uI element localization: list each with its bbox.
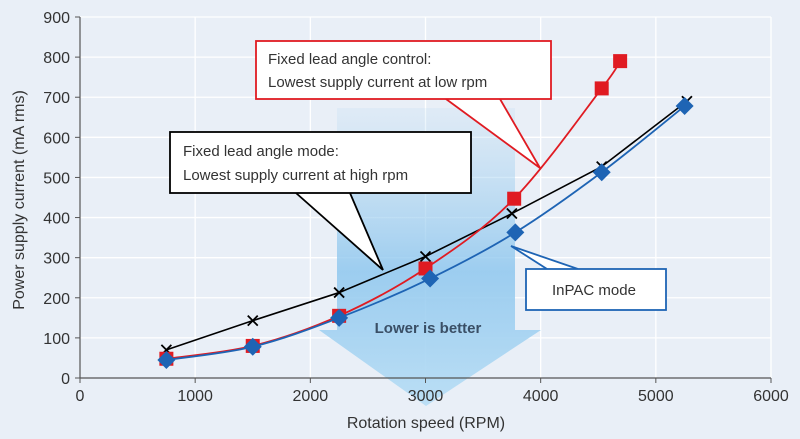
data-point-diamond — [330, 308, 349, 327]
y-tick-label: 100 — [43, 331, 70, 348]
y-tick-label: 0 — [61, 371, 70, 388]
data-point-square — [594, 81, 609, 96]
data-point-diamond — [243, 337, 262, 356]
x-tick-label: 5000 — [638, 388, 674, 405]
x-tick-label: 4000 — [523, 388, 559, 405]
black-callout: Fixed lead angle mode: Lowest supply cur… — [169, 131, 472, 271]
y-tick-label: 400 — [43, 211, 70, 228]
series-diamond — [157, 97, 694, 369]
y-tick-label: 900 — [43, 10, 70, 27]
y-tick-label: 700 — [43, 90, 70, 107]
y-axis-title: Power supply current (mA rms) — [11, 90, 28, 310]
red-callout-box — [255, 40, 552, 100]
blue-callout-pointer — [510, 245, 579, 270]
x-tick-label: 0 — [76, 388, 85, 405]
red-callout-pointer — [445, 98, 541, 169]
blue-callout: InPAC mode — [510, 245, 667, 311]
black-callout-box — [169, 131, 472, 194]
lower-is-better-label: Lower is better — [375, 320, 482, 337]
data-point-diamond — [592, 163, 611, 182]
y-tick-label: 200 — [43, 291, 70, 308]
data-point-square — [613, 54, 628, 69]
red-callout-line1: Fixed lead angle control: — [268, 51, 431, 68]
blue-callout-box — [525, 268, 667, 311]
data-point-square — [507, 191, 522, 206]
x-tick-label: 6000 — [753, 388, 789, 405]
x-axis-title: Rotation speed (RPM) — [347, 415, 505, 432]
data-point-diamond — [157, 350, 176, 369]
data-point-diamond — [421, 269, 440, 288]
y-tick-label: 800 — [43, 50, 70, 67]
data-point-x — [333, 286, 345, 299]
y-tick-label: 300 — [43, 251, 70, 268]
data-point-x — [419, 250, 432, 263]
black-callout-line1: Fixed lead angle mode: — [183, 143, 339, 160]
data-point-x — [506, 207, 518, 220]
y-tick-label: 600 — [43, 130, 70, 147]
data-point-diamond — [506, 223, 525, 242]
black-callout-pointer — [295, 192, 384, 271]
y-tick-label: 500 — [43, 170, 70, 187]
data-point-diamond — [675, 97, 694, 116]
red-callout: Fixed lead angle control: Lowest supply … — [255, 40, 552, 169]
axis-ticks: 0 1000 2000 3000 4000 5000 6000 0 100 200 300 400 50… — [43, 10, 789, 405]
black-callout-line2: Lowest supply current at high rpm — [183, 167, 408, 184]
x-tick-label: 3000 — [408, 388, 444, 405]
series — [157, 54, 694, 369]
red-callout-line2: Lowest supply current at low rpm — [268, 74, 487, 91]
data-point-x — [247, 315, 259, 327]
x-tick-label: 1000 — [177, 388, 213, 405]
x-tick-label: 2000 — [293, 388, 329, 405]
blue-callout-line1: InPAC mode — [552, 282, 636, 299]
